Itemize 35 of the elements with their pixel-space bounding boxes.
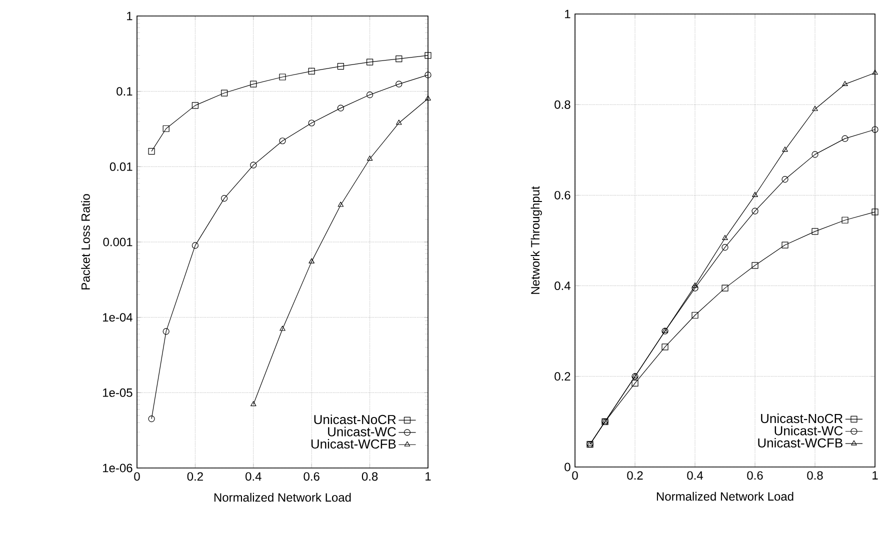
x-tick-label: 0.2 [627, 471, 643, 480]
x-tick-label: 0.4 [687, 471, 703, 480]
x-axis-title: Normalized Network Load [214, 492, 351, 502]
y-tick-label: 1e-06 [103, 464, 132, 472]
x-tick-label: 0.4 [246, 472, 262, 481]
x-tick-label: 1 [872, 471, 878, 480]
y-tick-label: 1e-05 [103, 388, 132, 397]
legend-label: Unicast-WC [328, 426, 396, 436]
y-tick-label: 0.2 [554, 372, 570, 381]
x-tick-label: 0.6 [747, 471, 763, 480]
x-tick-label: 0 [572, 471, 578, 480]
x-tick-label: 0.8 [362, 472, 378, 481]
x-axis-title: Normalized Network Load [656, 492, 794, 501]
y-tick-label: 0.1 [116, 87, 132, 96]
legend-label: Unicast-WCFB [311, 439, 396, 449]
y-tick-label: 1 [127, 12, 132, 20]
y-tick-label: 0.4 [554, 282, 570, 290]
y-tick-label: 0.001 [103, 238, 132, 246]
legend-label: Unicast-NoCR [314, 414, 396, 424]
y-axis-title: Packet Loss Ratio [81, 194, 90, 290]
x-tick-label: 1 [426, 472, 431, 480]
y-tick-label: 1e-04 [103, 313, 132, 322]
x-tick-label: 0.8 [807, 471, 823, 480]
y-tick-label: 0.6 [554, 190, 570, 200]
x-tick-label: 0.6 [304, 472, 320, 481]
y-axis-title: Network Throughput [530, 186, 542, 294]
legend-label: Unicast-WCFB [758, 438, 842, 448]
y-tick-label: 0.01 [110, 162, 132, 171]
y-tick-label: 1 [565, 10, 570, 18]
legend-label: Unicast-NoCR [761, 414, 843, 424]
x-tick-label: 0 [134, 472, 140, 481]
legend-label: Unicast-WC [774, 426, 843, 436]
x-tick-label: 0.2 [187, 472, 203, 481]
y-tick-label: 0 [564, 462, 570, 472]
y-tick-label: 0.8 [554, 100, 570, 109]
